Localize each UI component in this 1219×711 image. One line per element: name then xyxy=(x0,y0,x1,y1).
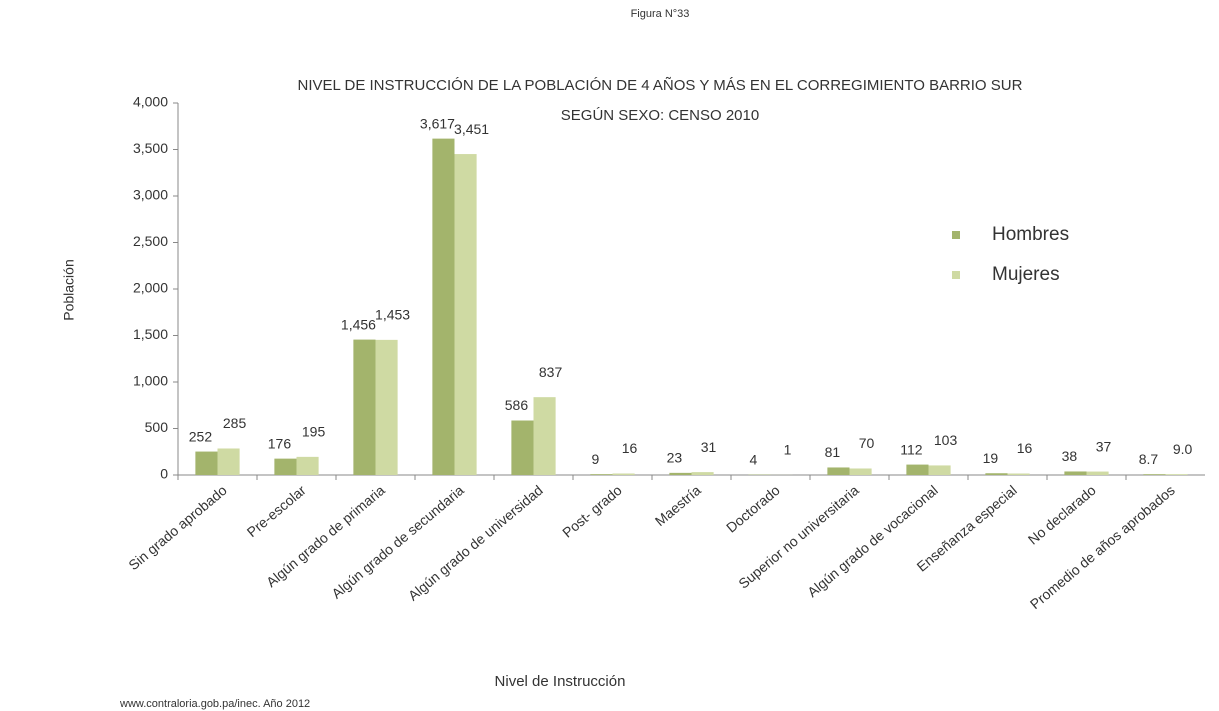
value-label: 586 xyxy=(505,397,529,413)
bar xyxy=(1007,473,1030,475)
legend-label: Hombres xyxy=(992,224,1069,245)
value-label: 3,617 xyxy=(420,115,455,131)
value-label: 70 xyxy=(859,435,875,451)
bar xyxy=(195,451,218,475)
chart-subtitle: SEGÚN SEXO: CENSO 2010 xyxy=(561,107,759,124)
value-label: 38 xyxy=(1062,448,1078,464)
figure-label: Figura N°33 xyxy=(631,8,690,20)
chart-title: NIVEL DE INSTRUCCIÓN DE LA POBLACIÓN DE … xyxy=(298,77,1023,94)
value-label: 285 xyxy=(223,415,247,431)
value-label: 103 xyxy=(934,432,958,448)
bar xyxy=(928,465,951,475)
value-label: 3,451 xyxy=(454,121,489,137)
y-tick-label: 2,500 xyxy=(133,233,168,249)
value-label: 1,453 xyxy=(375,307,410,323)
value-label: 176 xyxy=(268,435,292,451)
y-tick-label: 3,000 xyxy=(133,187,168,203)
value-label: 81 xyxy=(825,444,841,460)
bar xyxy=(296,456,319,475)
value-label: 1 xyxy=(784,442,792,458)
legend-swatch xyxy=(952,231,960,239)
value-label: 8.7 xyxy=(1139,451,1159,467)
bar xyxy=(849,468,872,475)
bar xyxy=(511,420,534,475)
value-label: 837 xyxy=(539,364,563,380)
value-label: 9 xyxy=(592,451,600,467)
bar xyxy=(1143,474,1166,475)
bar xyxy=(217,448,240,475)
value-label: 19 xyxy=(983,450,999,466)
bar xyxy=(691,472,714,475)
bar xyxy=(827,467,850,475)
bar xyxy=(375,339,398,475)
y-tick-label: 3,500 xyxy=(133,140,168,156)
value-label: 1,456 xyxy=(341,316,376,332)
bar xyxy=(906,464,929,475)
y-tick-label: 4,000 xyxy=(133,94,168,110)
legend-label: Mujeres xyxy=(992,264,1060,285)
value-label: 4 xyxy=(750,451,758,467)
value-label: 252 xyxy=(189,428,213,444)
source: www.contraloria.gob.pa/inec. Año 2012 xyxy=(119,698,310,710)
y-tick-label: 2,000 xyxy=(133,280,168,296)
x-axis-label: Nivel de Instrucción xyxy=(495,673,626,690)
bar xyxy=(1086,471,1109,475)
value-label: 23 xyxy=(667,450,683,466)
value-label: 16 xyxy=(1017,440,1033,456)
y-axis-label: Población xyxy=(61,259,77,321)
bar xyxy=(669,472,692,475)
bar xyxy=(590,474,613,475)
bar xyxy=(353,339,376,475)
bar xyxy=(454,154,477,475)
y-tick-label: 1,000 xyxy=(133,373,168,389)
value-label: 16 xyxy=(622,440,638,456)
value-label: 31 xyxy=(701,439,717,455)
value-label: 195 xyxy=(302,424,326,440)
value-label: 9.0 xyxy=(1173,441,1193,457)
bar xyxy=(274,458,297,475)
y-tick-label: 500 xyxy=(145,419,169,435)
legend-swatch xyxy=(952,271,960,279)
bar xyxy=(432,138,455,475)
bar xyxy=(612,473,635,475)
value-label: 37 xyxy=(1096,438,1112,454)
bar xyxy=(1064,471,1087,475)
bar xyxy=(985,473,1008,475)
y-tick-label: 1,500 xyxy=(133,326,168,342)
y-tick-label: 0 xyxy=(160,466,168,482)
bar xyxy=(1165,474,1188,475)
value-label: 112 xyxy=(900,441,923,457)
bar xyxy=(533,397,556,475)
